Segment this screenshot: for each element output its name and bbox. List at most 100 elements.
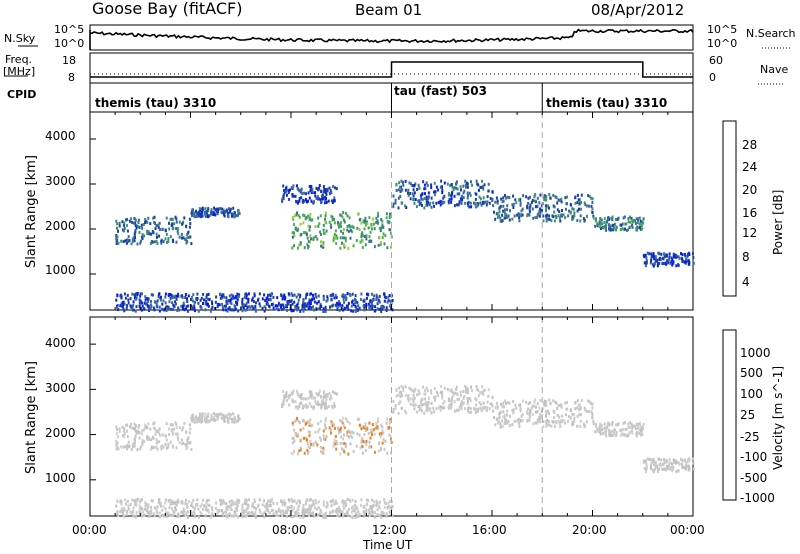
velocity-cell	[495, 401, 498, 405]
power-cell	[376, 307, 379, 311]
power-cell	[342, 228, 345, 232]
power-cell	[204, 207, 207, 211]
power-cell	[545, 214, 548, 218]
velocity-cell	[413, 407, 416, 411]
power-cell	[437, 188, 439, 192]
velocity-cell	[297, 512, 300, 516]
power-cell	[186, 236, 189, 239]
power-cell	[394, 201, 397, 205]
velocity-cell	[338, 514, 341, 518]
power-cell	[501, 219, 504, 223]
power-cell	[254, 307, 257, 311]
velocity-cell	[343, 424, 345, 428]
velocity-cell	[147, 422, 150, 426]
velocity-cell	[681, 459, 684, 462]
power-cell	[282, 184, 285, 188]
velocity-cell	[167, 511, 170, 515]
velocity-cell	[134, 515, 137, 519]
power-cell	[560, 200, 563, 204]
velocity-cell	[202, 413, 205, 417]
power-cell	[221, 207, 224, 211]
velocity-cell	[207, 498, 210, 502]
power-cell	[482, 187, 485, 191]
velocity-cell	[594, 430, 597, 434]
velocity-cell	[660, 458, 663, 462]
velocity-cell	[171, 507, 174, 511]
power-cell	[317, 197, 320, 201]
power-cell	[324, 214, 327, 218]
velocity-cell	[342, 514, 345, 518]
power-cell	[392, 194, 395, 198]
velocity-cell	[341, 447, 343, 451]
velocity-cell	[343, 442, 346, 446]
power-cell	[336, 236, 339, 240]
velocity-cell	[352, 431, 355, 435]
power-cell	[382, 225, 385, 229]
velocity-cell	[116, 427, 119, 431]
power-cell	[346, 304, 349, 308]
power-cell	[303, 214, 306, 218]
power-cell	[135, 226, 138, 230]
velocity-cell	[474, 410, 477, 414]
power-cell	[207, 304, 210, 308]
power-cell	[652, 254, 655, 258]
power-cell	[458, 201, 461, 205]
power-cell	[309, 184, 312, 188]
power-cell	[362, 220, 365, 224]
power-cell	[229, 209, 232, 213]
power-cell	[430, 196, 433, 200]
vel-y-tick-2000: 2000	[45, 426, 76, 440]
power-cell	[545, 209, 547, 213]
power-cell	[317, 188, 320, 191]
velocity-cell	[125, 447, 128, 451]
velocity-cell	[362, 510, 365, 514]
power-cell	[568, 209, 570, 213]
velocity-cell	[504, 399, 506, 403]
power-cell	[577, 198, 580, 202]
velocity-cell	[227, 505, 230, 508]
power-cell	[434, 190, 437, 194]
velocity-cell	[602, 432, 605, 436]
power-cell	[420, 197, 423, 201]
power-cell	[474, 197, 477, 201]
power-cell	[302, 309, 305, 313]
power-cell	[365, 296, 368, 300]
velocity-cell	[361, 445, 364, 449]
velocity-cell	[253, 500, 256, 504]
velocity-cell	[441, 394, 444, 398]
velocity-cell	[494, 423, 497, 427]
power-cell	[469, 201, 472, 205]
velocity-cell	[188, 431, 191, 435]
power-cell	[643, 261, 646, 265]
power-cell	[622, 216, 625, 220]
power-cell	[298, 189, 301, 193]
velocity-cell	[458, 406, 461, 410]
power-cell	[331, 293, 334, 297]
vel-y-tick-1000: 1000	[45, 471, 76, 485]
power-cell	[125, 224, 128, 228]
power-cell	[512, 202, 515, 206]
velocity-cell	[291, 421, 294, 425]
power-cell	[238, 293, 241, 297]
power-cell	[543, 198, 546, 202]
velocity-cell	[197, 515, 200, 519]
velocity-cell	[278, 509, 281, 513]
power-cell	[404, 188, 407, 192]
velocity-cell	[416, 393, 419, 397]
power-cell	[153, 215, 156, 219]
velocity-cell	[337, 508, 340, 512]
velocity-cell	[385, 512, 388, 516]
power-cell	[118, 221, 121, 225]
velocity-cell	[604, 431, 607, 435]
velocity-cell	[320, 438, 322, 442]
velocity-cell	[541, 414, 543, 418]
power-cell	[668, 255, 671, 259]
power-cell	[496, 201, 499, 205]
power-cell	[380, 218, 383, 222]
velocity-cell	[661, 467, 664, 471]
velocity-cell	[222, 499, 225, 503]
velocity-cell	[207, 412, 210, 416]
power-cell	[558, 198, 561, 202]
velocity-cell	[466, 401, 469, 405]
velocity-cell	[342, 499, 345, 503]
